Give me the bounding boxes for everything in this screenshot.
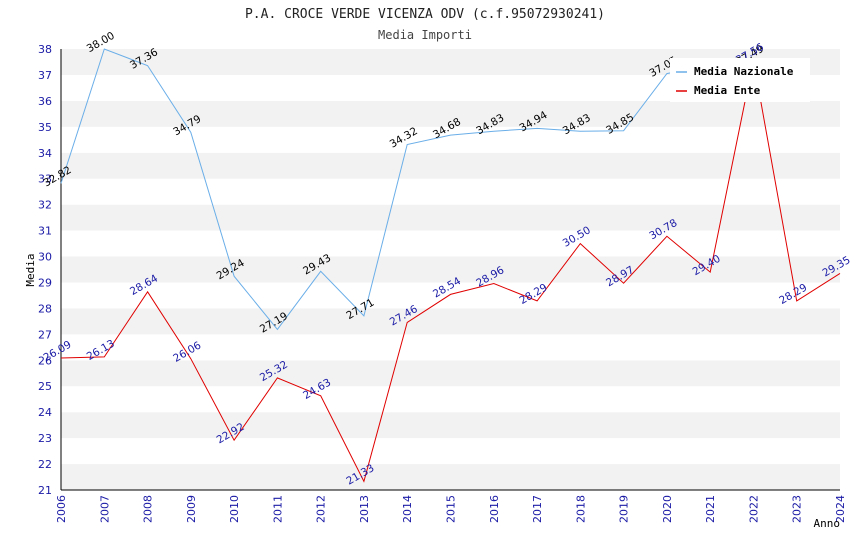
grid-band (61, 386, 840, 413)
y-tick-label: 30 (38, 251, 52, 264)
y-tick-label: 29 (38, 276, 52, 289)
grid-band (61, 178, 840, 205)
y-tick-label: 36 (38, 95, 52, 108)
x-tick-label: 2022 (747, 495, 760, 523)
x-tick-label: 2010 (228, 495, 241, 523)
grid-band (61, 152, 840, 179)
x-tick-label: 2008 (142, 495, 155, 523)
y-tick-label: 34 (38, 147, 52, 160)
y-tick-label: 33 (38, 173, 52, 186)
chart-title: P.A. CROCE VERDE VICENZA ODV (c.f.950729… (245, 7, 605, 22)
x-axis-label: Anno (814, 517, 841, 530)
series-line-media-ente (60, 60, 841, 483)
x-tick-label: 2006 (55, 495, 68, 523)
legend: Media Nazionale Media Ente (670, 58, 810, 102)
y-tick-label: 31 (38, 225, 52, 238)
x-tick-label: 2011 (271, 495, 284, 523)
x-tick-label: 2015 (445, 495, 458, 523)
y-tick-label: 23 (38, 432, 52, 445)
y-tick-label: 26 (38, 354, 52, 367)
x-tick-label: 2014 (401, 495, 414, 523)
y-tick-label: 38 (38, 43, 52, 56)
grid-band (61, 100, 840, 127)
grid-band (61, 334, 840, 361)
grid-band (61, 256, 840, 283)
y-tick-label: 25 (38, 380, 52, 393)
grid-band (61, 464, 840, 490)
chart-subtitle: Media Importi (378, 28, 472, 42)
grid-band (61, 438, 840, 465)
grid-band (61, 204, 840, 231)
series-line-media-nazionale (60, 48, 754, 331)
y-tick-label: 21 (38, 484, 52, 497)
series-group (60, 48, 841, 483)
x-tick-label: 2019 (618, 495, 631, 523)
x-tick-label: 2012 (315, 495, 328, 523)
grid-band (61, 412, 840, 439)
y-tick-label: 24 (38, 406, 52, 419)
x-tick-label: 2020 (661, 495, 674, 523)
y-axis-ticks: 21 22 23 24 25 26 27 28 29 30 31 32 33 34 35 36 37 38 (38, 43, 52, 497)
x-tick-label: 2017 (531, 495, 544, 523)
y-tick-label: 37 (38, 69, 52, 82)
legend-label-media-nazionale: Media Nazionale (694, 65, 794, 78)
y-tick-label: 28 (38, 302, 52, 315)
legend-background (670, 58, 810, 102)
grid-band (61, 360, 840, 387)
x-tick-label: 2007 (98, 495, 111, 523)
x-tick-label: 2021 (704, 495, 717, 523)
y-tick-label: 22 (38, 458, 52, 471)
x-tick-label: 2013 (358, 495, 371, 523)
y-tick-label: 35 (38, 121, 52, 134)
x-tick-label: 2018 (574, 495, 587, 523)
x-tick-label: 2023 (791, 495, 804, 523)
grid-band (61, 308, 840, 335)
y-axis-label: Media (24, 253, 37, 286)
y-tick-label: 32 (38, 199, 52, 212)
legend-label-media-ente: Media Ente (694, 84, 761, 97)
x-tick-label: 2024 (834, 495, 847, 523)
grid-band (61, 230, 840, 257)
grid-band (61, 126, 840, 153)
y-tick-label: 27 (38, 328, 52, 341)
x-tick-label: 2009 (185, 495, 198, 523)
x-tick-label: 2016 (488, 495, 501, 523)
x-axis-ticks: 2006 2007 2008 2009 2010 2011 2012 2013 2014 2015… (55, 495, 847, 523)
grid-band (61, 282, 840, 309)
grid-bands (61, 49, 840, 490)
